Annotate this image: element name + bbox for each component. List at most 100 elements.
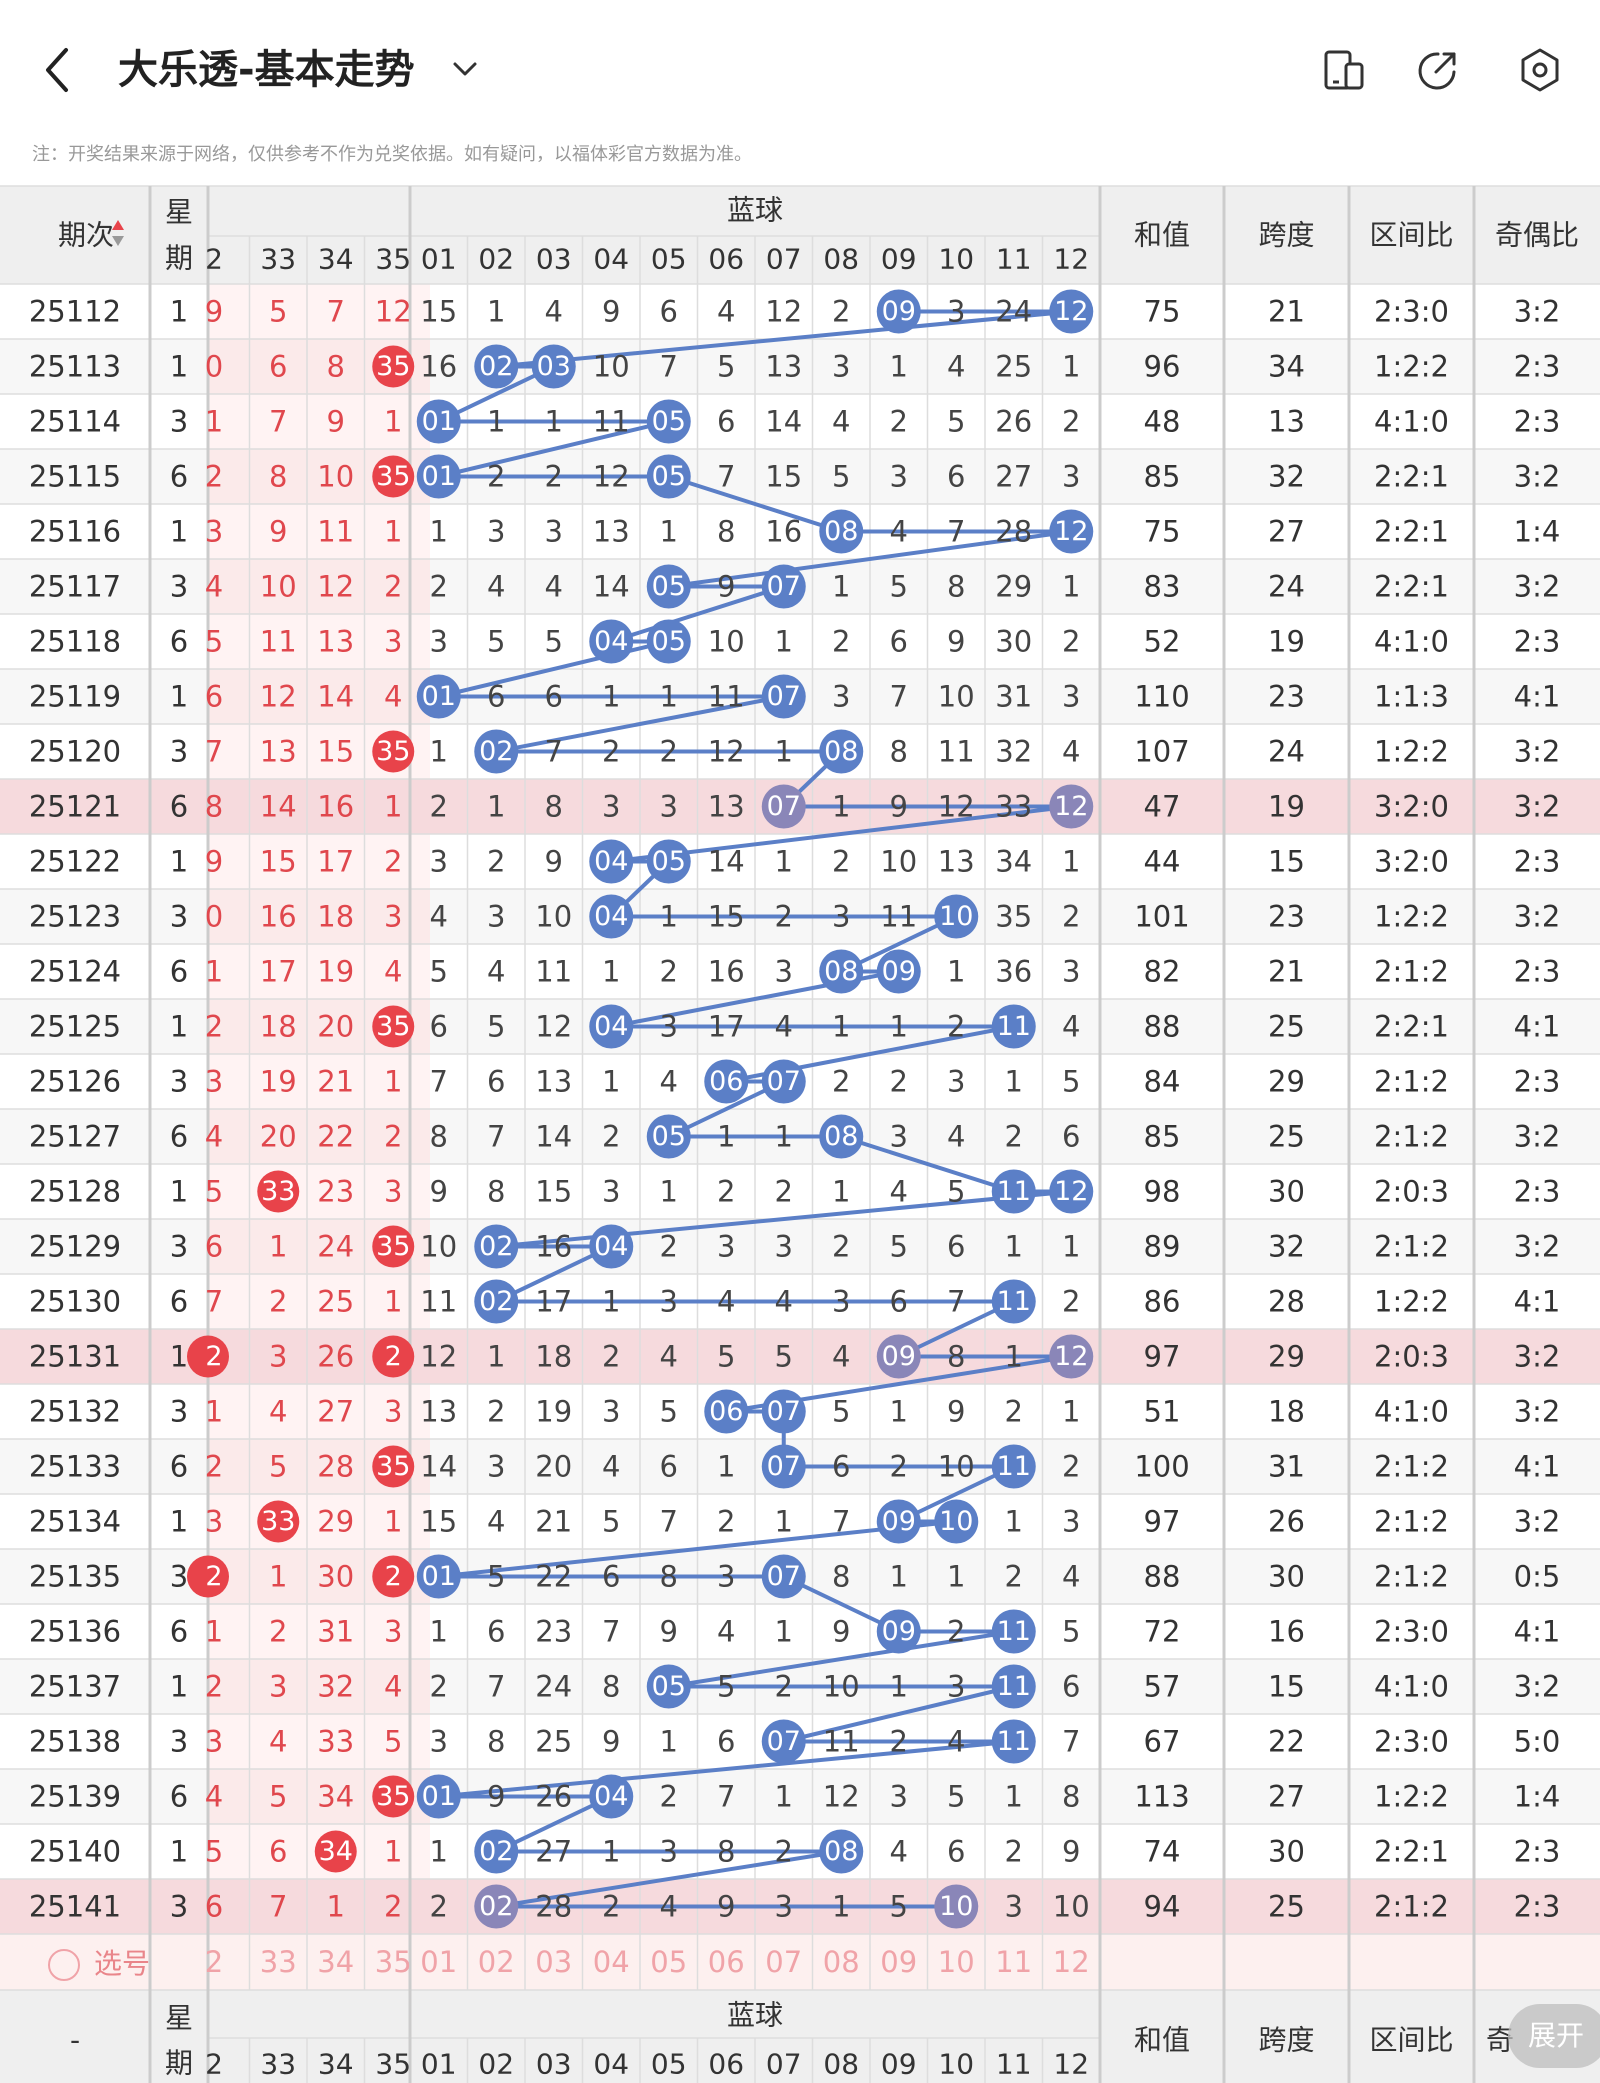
select-blue-number[interactable]: 02 (478, 1945, 515, 1979)
table-row[interactable]: 25136 6 1 2 31 3 1 6 23 7 9 4 1 9 09 2 11 5 72 16 2:3:0 4:1 (29, 1609, 1560, 1654)
table-row[interactable]: 25120 3 7 13 15 35 1 02 7 2 2 12 1 08 8 11 32 4 107 24 1:2:2… (29, 729, 1560, 774)
select-front-number[interactable]: 34 (317, 1945, 354, 1979)
front-col-header: 35 (375, 243, 411, 276)
page-title[interactable]: 大乐透-基本走势 (118, 47, 415, 93)
table-row[interactable]: 25119 1 6 12 14 4 01 6 6 1 1 11 07 3 7 10 31 3 110 23 1:1:3 4… (29, 674, 1560, 719)
table-row[interactable]: 25115 6 2 8 10 35 01 2 2 12 05 7 15 5 3 6 27 3 85 32 2:2:1 3:… (29, 454, 1560, 499)
red-ball-number: 35 (376, 461, 410, 492)
blue-miss-cell: 7 (832, 1505, 850, 1539)
blue-miss-cell: 27 (535, 1835, 572, 1869)
blue-miss-cell: 1 (545, 405, 563, 439)
table-row[interactable]: 25116 1 3 9 11 1 1 3 3 13 1 8 16 08 4 7 28 12 75 27 2:2:1 1:4 (29, 509, 1560, 554)
blue-miss-cell: 12 (593, 460, 630, 494)
share-icon[interactable] (1414, 46, 1462, 94)
front-miss-cell: 30 (317, 1560, 354, 1594)
stat-span-cell: 24 (1268, 735, 1305, 769)
table-row[interactable]: 25113 1 0 6 8 35 16 02 03 10 7 5 13 3 1 4 25 1 96 34 1:2:2 2:… (29, 344, 1560, 389)
blue-miss-cell: 5 (832, 1395, 850, 1429)
blue-miss-cell: 4 (487, 955, 505, 989)
table-row[interactable]: 25117 3 4 10 12 2 2 4 4 14 05 9 07 1 5 8 29 1 83 24 2:2:1 3:2 (29, 564, 1560, 609)
table-row[interactable]: 25133 6 2 5 28 35 14 3 20 4 6 1 07 6 2 10 11 2 100 31 2:1:2 4… (29, 1444, 1560, 1489)
select-blue-number[interactable]: 12 (1053, 1945, 1090, 1979)
table-row[interactable]: 25132 3 1 4 27 3 13 2 19 3 5 06 07 5 1 9 2 1 51 18 4:1:0 3:2 (29, 1389, 1560, 1434)
footer-blue-col: 09 (881, 2048, 917, 2081)
table-row[interactable]: 25130 6 7 2 25 1 11 02 17 1 3 4 4 3 6 7 11 2 86 28 1:2:2 4:1 (29, 1279, 1560, 1324)
table-row[interactable]: 25112 1 9 5 7 12 15 1 4 9 6 4 12 2 09 3 24 12 75 21 2:3:0 3:2 (29, 289, 1560, 334)
table-row[interactable]: 25125 1 2 18 20 35 6 5 12 04 3 17 4 1 1 2 11 4 88 25 2:2:1 4:… (29, 1004, 1560, 1049)
stat-sum-cell: 72 (1144, 1615, 1181, 1649)
blue-ball-number: 05 (652, 571, 686, 602)
select-blue-number[interactable]: 04 (593, 1945, 630, 1979)
blue-miss-cell: 14 (535, 1120, 572, 1154)
select-blue-number[interactable]: 11 (995, 1945, 1032, 1979)
blue-ball-number: 09 (882, 1616, 916, 1647)
blue-miss-cell: 4 (717, 1285, 735, 1319)
stat-zone-cell: 4:1:0 (1374, 1670, 1449, 1704)
blue-ball-hit (934, 1884, 979, 1929)
blue-ball-number: 06 (709, 1396, 743, 1427)
chevron-down-icon[interactable] (448, 52, 482, 86)
stat-oe-cell: 3:2 (1514, 900, 1561, 934)
table-row[interactable]: 25124 6 1 17 19 4 5 4 11 1 2 16 3 08 09 1 36 3 82 21 2:1:2 2:… (29, 949, 1560, 994)
select-blue-number[interactable]: 10 (938, 1945, 975, 1979)
blue-ball-hit (991, 1719, 1036, 1764)
back-arrow-icon[interactable] (36, 40, 86, 100)
table-row[interactable]: 25139 6 4 5 34 35 01 9 26 04 2 7 1 12 3 5 1 8 113 27 1:2:2 1:… (29, 1774, 1560, 1819)
front-miss-cell: 11 (260, 625, 297, 659)
front-miss-cell: 2 (205, 1450, 223, 1484)
blue-miss-cell: 6 (717, 405, 735, 439)
select-blue-number[interactable]: 09 (880, 1945, 917, 1979)
table-row[interactable]: 25137 1 2 3 32 4 2 7 24 8 05 5 2 10 1 3 11 6 57 15 4:1:0 3:2 (29, 1664, 1560, 1709)
table-row[interactable]: 25140 1 5 6 34 1 1 02 27 1 3 8 2 08 4 6 2 9 74 30 2:2:1 2:3 (29, 1829, 1560, 1874)
blue-miss-cell: 2 (1062, 1285, 1080, 1319)
table-row[interactable]: 25114 3 1 7 9 1 01 1 1 11 05 6 14 4 2 5 26 2 48 13 4:1:0 2:3 (29, 399, 1560, 444)
red-ball-number: 35 (376, 1011, 410, 1042)
table-row[interactable]: 25141 3 6 7 1 2 2 02 28 2 4 9 3 1 5 10 3 10 94 25 2:1:2 2:3 (29, 1884, 1560, 1929)
select-blue-number[interactable]: 08 (823, 1945, 860, 1979)
select-blue-number[interactable]: 05 (650, 1945, 687, 1979)
table-row[interactable]: 25121 6 8 14 16 1 2 1 8 3 3 13 07 1 9 12 33 12 47 19 3:2:0 3:… (29, 784, 1560, 829)
front-miss-cell: 6 (205, 1890, 223, 1924)
select-front-number[interactable]: 35 (375, 1945, 412, 1979)
table-row[interactable]: 25118 6 5 11 13 3 3 5 5 04 05 10 1 2 6 9 30 2 52 19 4:1:0 2:3 (29, 619, 1560, 664)
select-blue-number[interactable]: 03 (535, 1945, 572, 1979)
table-row[interactable]: 25138 3 3 4 33 5 3 8 25 9 1 6 07 11 2 4 11 7 67 22 2:3:0 5:0 (29, 1719, 1560, 1764)
table-row[interactable]: 25129 3 6 1 24 35 10 02 16 04 2 3 3 2 5 6 1 1 89 32 2:1:2 3:2 (29, 1224, 1560, 1269)
sort-down-icon[interactable] (112, 236, 124, 246)
expand-button[interactable]: 展开 (1508, 2004, 1600, 2068)
front-miss-cell: 0 (205, 900, 223, 934)
table-row[interactable]: 25127 6 4 20 22 2 8 7 14 2 05 1 1 08 3 4 2 6 85 25 2:1:2 3:2 (29, 1114, 1560, 1159)
table-row[interactable]: 25123 3 0 16 18 3 4 3 10 04 1 15 2 3 11 10 35 2 101 23 1:2:2… (29, 894, 1561, 939)
front-miss-cell: 19 (317, 955, 354, 989)
settings-icon[interactable] (1516, 46, 1564, 94)
table-row[interactable]: 25128 1 5 33 23 3 9 8 15 3 1 2 2 1 4 5 11 12 98 30 2:0:3 2:3 (29, 1169, 1560, 1214)
blue-miss-cell: 3 (832, 1285, 850, 1319)
sort-up-icon[interactable] (112, 220, 124, 230)
select-blue-number[interactable]: 01 (420, 1945, 457, 1979)
table-row[interactable]: 25135 3 2 1 30 2 01 5 22 6 8 3 07 8 1 1 2 4 88 30 2:1:2 0:5 (29, 1554, 1560, 1599)
select-blue-number[interactable]: 07 (765, 1945, 802, 1979)
blue-miss-cell: 1 (1005, 1230, 1023, 1264)
red-ball-hit (257, 1500, 300, 1543)
table-row[interactable]: 25134 1 3 33 29 1 15 4 21 5 7 2 1 7 09 10 1 3 97 26 2:1:2 3:2 (29, 1499, 1560, 1544)
front-zone-bg (208, 284, 430, 339)
blue-miss-cell: 7 (1062, 1725, 1080, 1759)
blue-miss-cell: 2 (545, 460, 563, 494)
blue-miss-cell: 5 (1062, 1615, 1080, 1649)
blue-miss-cell: 1 (832, 1175, 850, 1209)
front-miss-cell: 7 (269, 1890, 287, 1924)
device-icon[interactable] (1320, 46, 1368, 94)
table-row[interactable]: 25126 3 3 19 21 1 7 6 13 1 4 06 07 2 2 3 1 5 84 29 2:1:2 2:3 (29, 1059, 1560, 1104)
blue-miss-cell: 4 (487, 1505, 505, 1539)
select-front-number[interactable]: 2 (205, 1945, 223, 1979)
front-miss-cell: 2 (205, 1670, 223, 1704)
select-front-number[interactable]: 33 (260, 1945, 297, 1979)
select-number-button[interactable]: 选号 (48, 1942, 150, 1986)
table-row[interactable]: 25122 1 9 15 17 2 3 2 9 04 05 14 1 2 10 13 34 1 44 15 3:2:0 2… (29, 839, 1560, 884)
front-miss-cell: 3 (384, 1615, 402, 1649)
blue-miss-cell: 1 (775, 1615, 793, 1649)
select-blue-number[interactable]: 06 (708, 1945, 745, 1979)
table-row[interactable]: 25131 1 2 3 26 2 12 1 18 2 4 5 5 4 09 8 1 12 97 29 2:0:3 3:2 (29, 1334, 1560, 1379)
blue-ball-hit (416, 674, 461, 719)
select-circle-icon[interactable] (48, 1949, 80, 1981)
